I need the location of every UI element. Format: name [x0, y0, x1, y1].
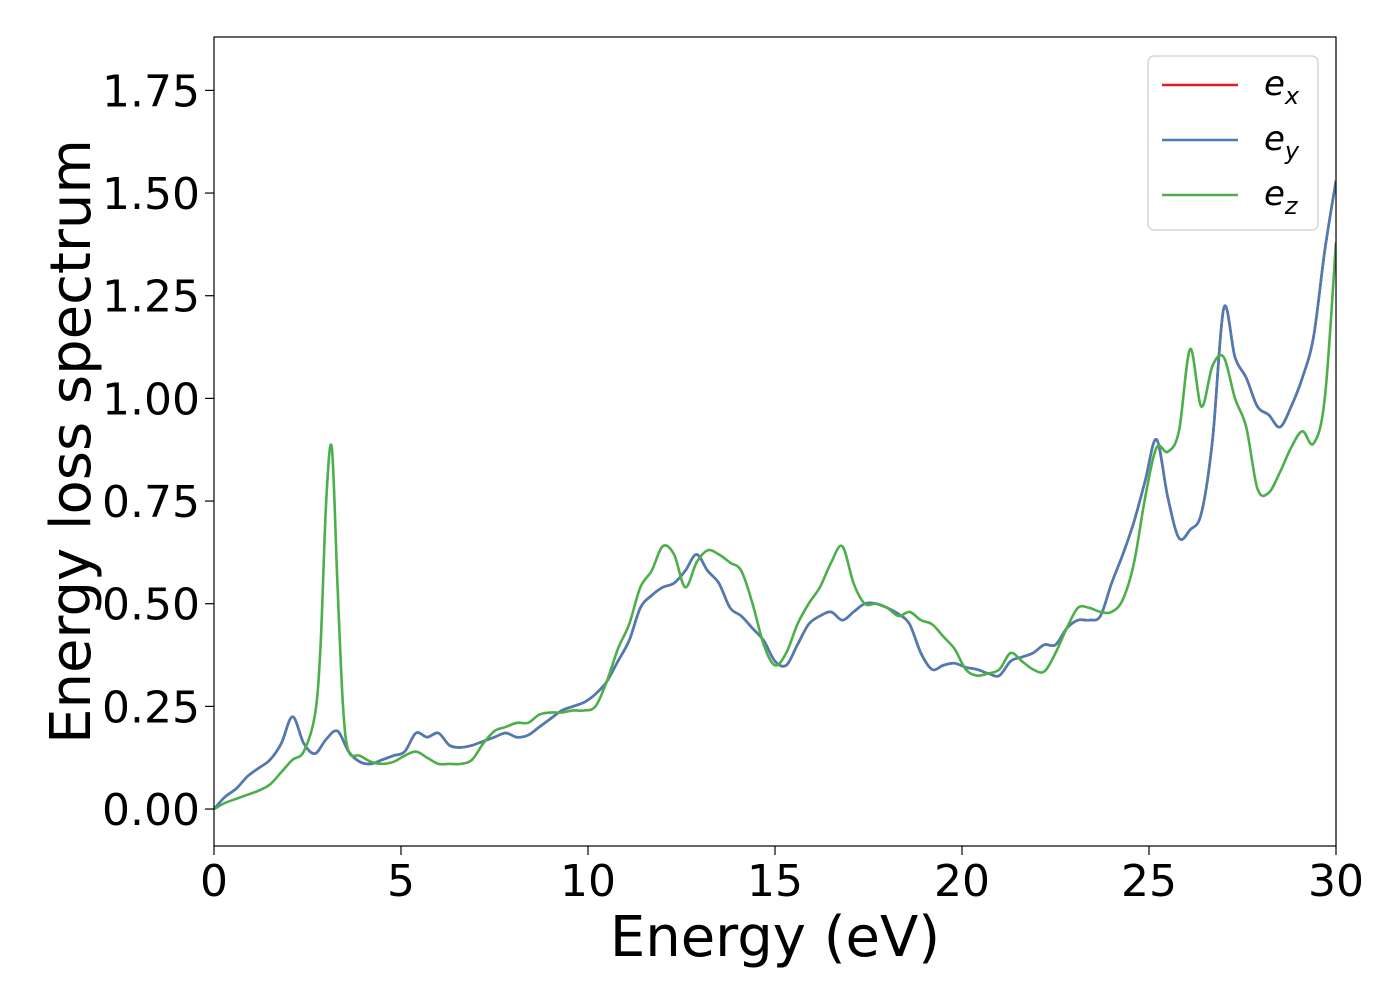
x-axis: 0 5 10 15 20 25 30 [200, 846, 1364, 907]
y-tick-label: 0.75 [102, 477, 200, 528]
y-tick-label: 1.00 [102, 374, 200, 425]
y-tick-label: 0.50 [102, 580, 200, 631]
x-tick-label: 10 [560, 856, 616, 907]
plot-area [213, 36, 1337, 847]
x-tick-label: 20 [934, 856, 990, 907]
series-line-e-y [214, 180, 1336, 810]
x-tick-label: 5 [387, 856, 415, 907]
x-tick-label: 30 [1308, 856, 1364, 907]
x-axis-label: Energy (eV) [610, 905, 940, 970]
series-line-e-z [214, 242, 1336, 811]
y-tick-label: 1.50 [102, 169, 200, 220]
legend-box [1147, 55, 1319, 231]
y-tick-label: 0.25 [102, 682, 200, 733]
x-tick-label: 0 [200, 856, 228, 907]
y-tick-label: 1.75 [102, 66, 200, 117]
y-tick-label: 0.00 [102, 785, 200, 836]
x-tick-label: 25 [1121, 856, 1177, 907]
y-tick-label: 1.25 [102, 272, 200, 323]
y-axis: 0.00 0.25 0.50 0.75 1.00 1.25 1.50 1.75 [102, 66, 214, 836]
y-axis-label: Energy loss spectrum [39, 139, 104, 744]
x-tick-label: 15 [747, 856, 803, 907]
series-layer [214, 180, 1336, 811]
